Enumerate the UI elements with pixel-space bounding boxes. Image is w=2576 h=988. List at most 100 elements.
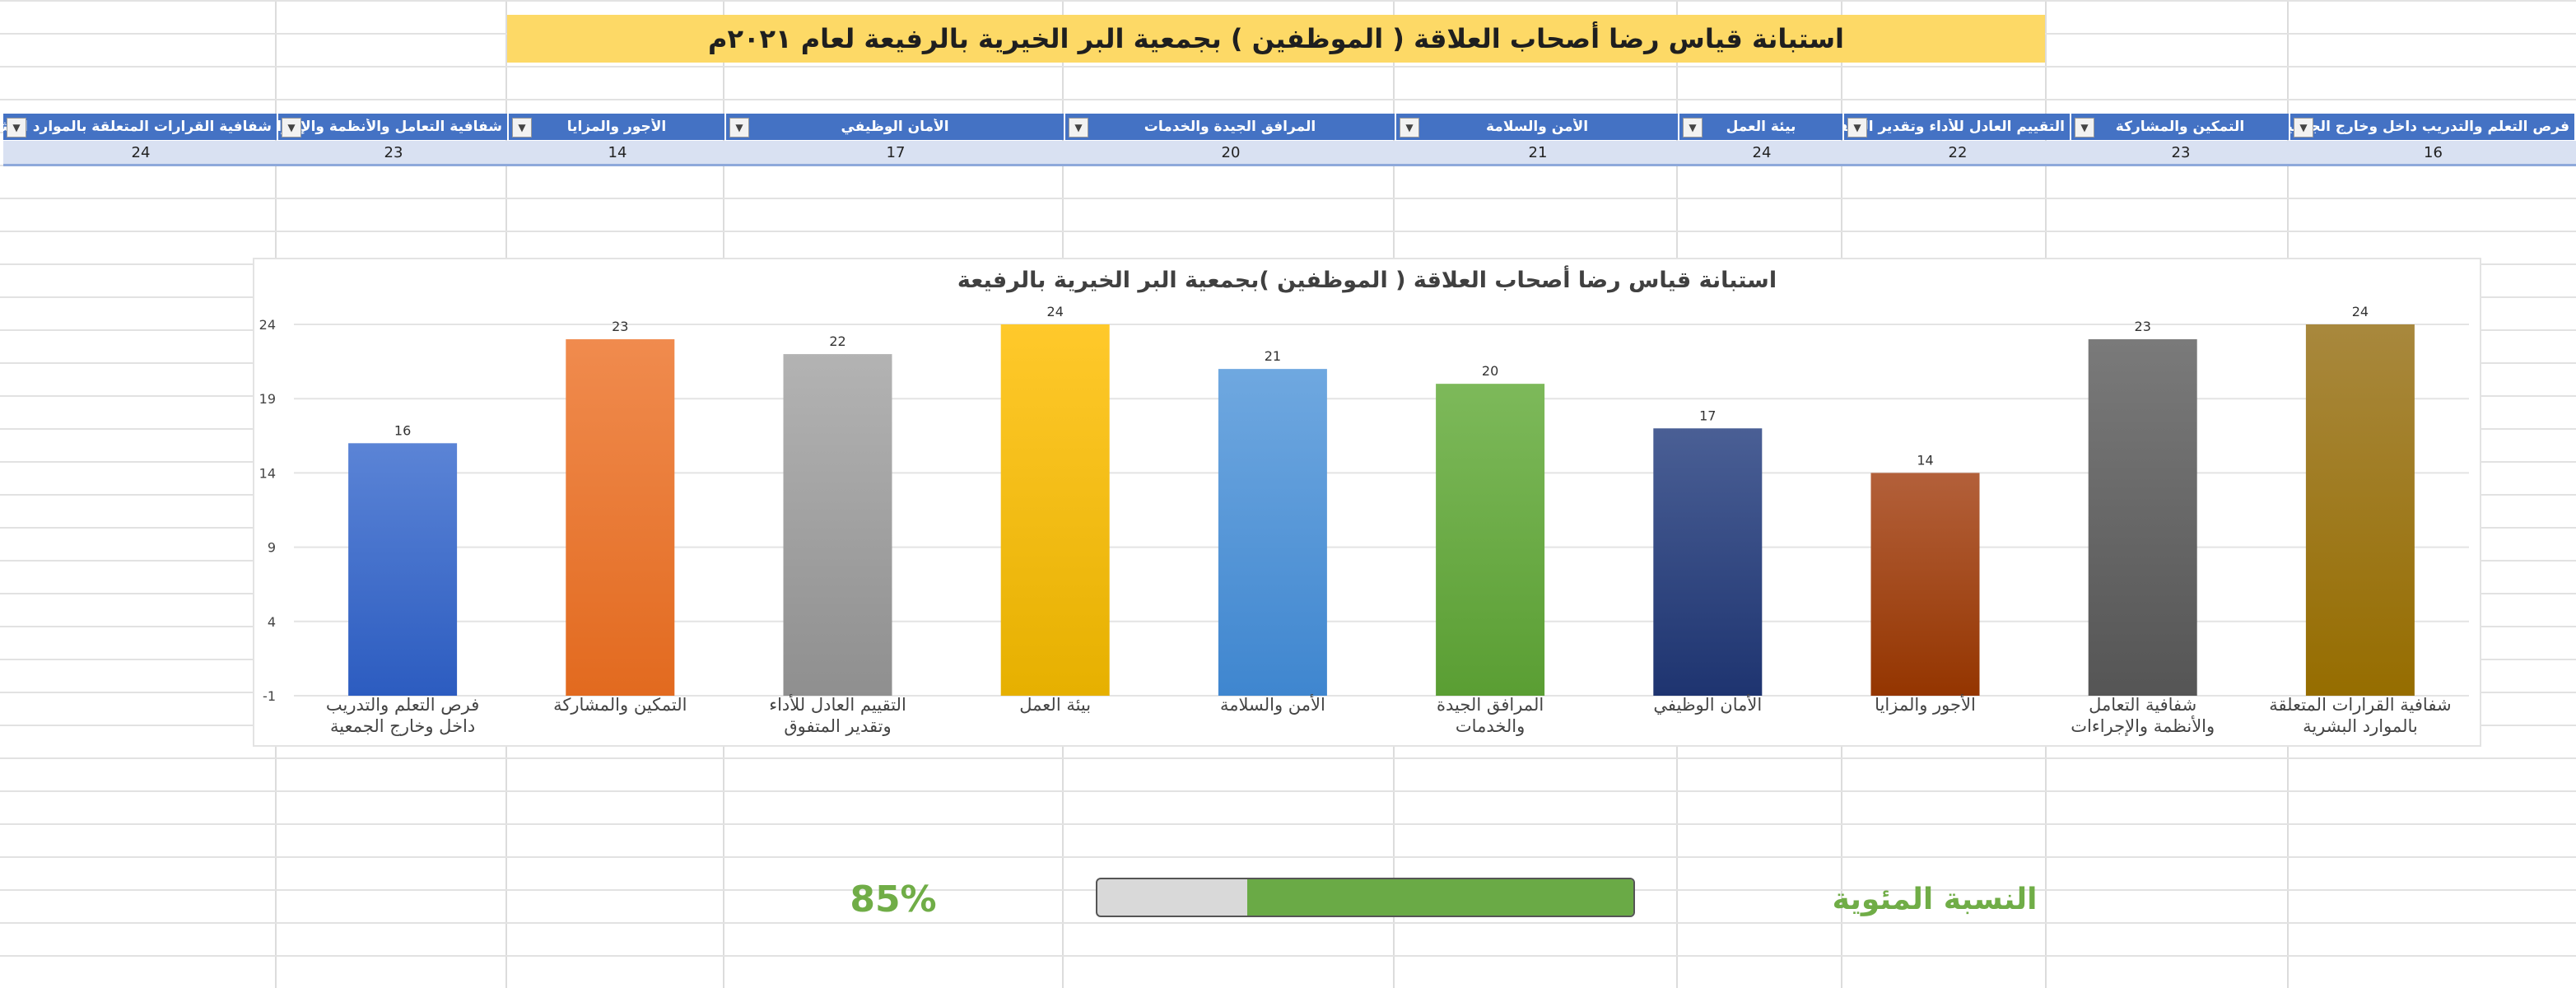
data-label: 23 [612,319,628,334]
data-label: 20 [1482,363,1498,379]
bar[interactable] [1653,428,1763,696]
x-tick-label: التقييم العادل للأداء [769,694,906,715]
bar[interactable] [1000,324,1110,696]
table-header-cell[interactable]: الأمن والسلامة ▼ [1396,114,1679,140]
filter-dropdown-icon[interactable]: ▼ [1069,118,1088,137]
filter-dropdown-icon[interactable]: ▼ [1683,118,1703,137]
filter-dropdown-icon[interactable]: ▼ [1847,118,1867,137]
table-cell[interactable]: 20 [1221,143,1241,161]
filter-dropdown-icon[interactable]: ▼ [729,118,749,137]
data-label: 24 [1047,304,1064,319]
row-gridline [0,823,2576,825]
x-tick-label: المرافق الجيدة [1437,695,1544,715]
table-cell[interactable]: 17 [886,143,906,161]
row-gridline [0,955,2576,957]
row-gridline [0,198,2576,199]
y-tick-label: 4 [268,614,276,630]
x-tick-label: فرص التعلم والتدريب [326,695,479,715]
table-header-label: شفافية القرارات المتعلقة بالموارد البشري… [3,119,272,135]
table-cell[interactable]: 16 [2424,143,2443,161]
table-cell[interactable]: 21 [1528,143,1548,161]
table-cell[interactable]: 22 [1948,143,1968,161]
x-tick-label: شفافية التعامل [2089,695,2196,715]
table-cell[interactable]: 23 [384,143,403,161]
table-header-label: المرافق الجيدة والخدمات [1144,119,1316,135]
table-header-cell[interactable]: شفافية القرارات المتعلقة بالموارد البشري… [3,114,278,140]
x-tick-label: الأجور والمزايا [1875,694,1976,715]
filter-dropdown-icon[interactable]: ▼ [512,118,532,137]
data-label: 16 [394,422,411,438]
chart-title: استبانة قياس رضا أصحاب العلاقة ( الموظفي… [957,268,1777,293]
table-header-cell[interactable]: المرافق الجيدة والخدمات ▼ [1065,114,1396,140]
x-tick-label: داخل وخارج الجمعية [330,716,475,737]
bar[interactable] [566,339,675,696]
data-label: 24 [2352,304,2369,319]
sheet-title-banner[interactable]: استبانة قياس رضا أصحاب العلاقة ( الموظفي… [507,15,2045,63]
data-label: 14 [1917,452,1933,468]
data-label: 22 [829,333,845,349]
row-gridline [0,231,2576,232]
x-tick-label: الأمن والسلامة [1220,694,1325,715]
percentage-value: 85% [850,878,937,920]
bar[interactable] [1870,473,1980,696]
x-tick-label: والأنظمة والإجراءات [2071,715,2215,736]
table-header-cell[interactable]: فرص التعلم والتدريب داخل وخارج الجمعية ▼ [2290,114,2576,140]
x-tick-label: بيئة العمل [1019,695,1091,715]
table-value-row: 16 23 22 24 21 20 17 14 23 24 [3,141,2576,166]
x-tick-label: الأمان الوظيفي [1653,694,1762,715]
filter-dropdown-icon[interactable]: ▼ [1400,118,1419,137]
table-header-label: الأمان الوظيفي [841,119,949,135]
bar[interactable] [1436,384,1545,696]
table-header-label: الأمن والسلامة [1485,119,1589,135]
row-gridline [0,757,2576,759]
table-header-label: الأجور والمزايا [566,119,667,135]
x-tick-label: والخدمات [1456,716,1525,736]
filter-dropdown-icon[interactable]: ▼ [282,118,301,137]
bar[interactable] [348,443,458,696]
row-gridline [0,0,2576,2]
table-header-cell[interactable]: التمكين والمشاركة ▼ [2071,114,2290,140]
table-header-cell[interactable]: شفافية التعامل والأنظمة والإجراءات▼ [278,114,509,140]
bar[interactable] [2305,324,2415,696]
table-header-cell[interactable]: الأمان الوظيفي ▼ [726,114,1065,140]
x-tick-label: التمكين والمشاركة [553,695,687,715]
table-header-row: فرص التعلم والتدريب داخل وخارج الجمعية ▼ ا… [3,114,2576,140]
table-header-cell[interactable]: بيئة العمل ▼ [1679,114,1844,140]
table-cell[interactable]: 14 [608,143,627,161]
row-gridline [0,790,2576,792]
table-cell[interactable]: 24 [1752,143,1772,161]
table-cell[interactable]: 24 [131,143,151,161]
y-tick-label: 14 [259,465,276,481]
table-cell[interactable]: 23 [2171,143,2191,161]
x-tick-label: وتقدير المتفوق [784,716,891,736]
progress-bar [1096,878,1635,917]
row-gridline [0,856,2576,858]
y-tick-label: -1 [263,688,276,704]
row-gridline [0,99,2576,100]
table-header-label: شفافية التعامل والأنظمة والإجراءات [278,119,502,135]
table-header-label: التمكين والمشاركة [2115,119,2245,135]
bar[interactable] [1218,369,1327,696]
filter-dropdown-icon[interactable]: ▼ [2075,118,2094,137]
bar[interactable] [783,354,892,696]
table-header-label: بيئة العمل [1726,119,1796,135]
bar[interactable] [2088,339,2197,696]
filter-dropdown-icon[interactable]: ▼ [2294,118,2313,137]
bar-chart[interactable]: استبانة قياس رضا أصحاب العلاقة ( الموظفي… [253,258,2481,747]
row-gridline [0,922,2576,924]
data-label: 23 [2135,319,2151,334]
y-tick-label: 24 [259,317,276,333]
y-tick-label: 19 [259,391,276,407]
table-header-label: التقييم العادل للأداء وتقدير المتفوق [1844,119,2065,135]
x-tick-label: شفافية القرارات المتعلقة [2269,695,2451,715]
progress-fill [1247,879,1633,916]
table-header-label: فرص التعلم والتدريب داخل وخارج الجمعية [2290,119,2569,135]
y-tick-label: 9 [268,540,276,556]
data-label: 21 [1265,348,1281,364]
table-header-cell[interactable]: الأجور والمزايا ▼ [509,114,726,140]
filter-dropdown-icon[interactable]: ▼ [7,118,26,137]
x-tick-label: بالموارد البشرية [2303,716,2418,736]
table-header-cell[interactable]: التقييم العادل للأداء وتقدير المتفوق▼ [1844,114,2071,140]
percentage-label: النسبة المئوية [1832,882,2038,916]
